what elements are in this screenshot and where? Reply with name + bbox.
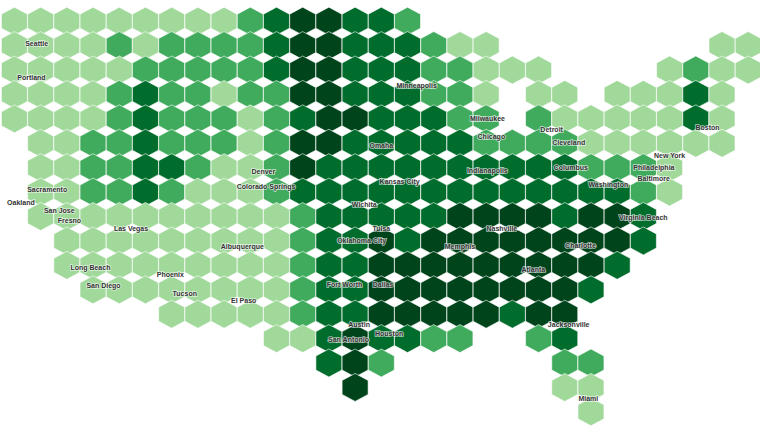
- svg-text:San Diego: San Diego: [86, 282, 120, 290]
- svg-text:Oklahoma City: Oklahoma City: [337, 237, 386, 245]
- svg-text:Detroit: Detroit: [540, 126, 563, 133]
- svg-text:Tulsa: Tulsa: [372, 225, 390, 232]
- svg-text:Baltimore: Baltimore: [638, 175, 670, 182]
- svg-text:Seattle: Seattle: [25, 40, 48, 47]
- svg-text:Portland: Portland: [17, 74, 45, 81]
- svg-text:San Antonio: San Antonio: [328, 336, 369, 343]
- svg-text:Columbus: Columbus: [554, 164, 588, 171]
- svg-text:Austin: Austin: [348, 321, 370, 328]
- svg-text:Long Beach: Long Beach: [70, 264, 110, 272]
- svg-text:San Jose: San Jose: [44, 207, 75, 214]
- svg-text:Denver: Denver: [252, 168, 276, 175]
- svg-text:Milwaukee: Milwaukee: [470, 115, 505, 122]
- svg-text:Washington: Washington: [588, 181, 628, 189]
- svg-text:Wichita: Wichita: [352, 201, 377, 208]
- svg-text:Jacksonville: Jacksonville: [548, 321, 590, 328]
- svg-text:Miami: Miami: [578, 395, 598, 402]
- svg-text:Indianapolis: Indianapolis: [467, 167, 508, 175]
- svg-text:Chicago: Chicago: [478, 133, 506, 141]
- svg-text:Tucson: Tucson: [173, 290, 197, 297]
- svg-text:Houston: Houston: [375, 330, 403, 337]
- svg-text:El Paso: El Paso: [231, 297, 256, 304]
- svg-text:Virginia Beach: Virginia Beach: [619, 214, 668, 222]
- svg-text:New York: New York: [654, 152, 685, 159]
- svg-text:Las Vegas: Las Vegas: [114, 225, 148, 233]
- svg-text:Memphis: Memphis: [445, 243, 475, 251]
- svg-text:Colorado Springs: Colorado Springs: [237, 183, 296, 191]
- svg-text:Albuquerque: Albuquerque: [221, 243, 264, 251]
- svg-text:Boston: Boston: [696, 124, 720, 131]
- svg-text:Atlanta: Atlanta: [521, 266, 545, 273]
- svg-text:Fresno: Fresno: [58, 217, 81, 224]
- svg-text:Nashville: Nashville: [486, 225, 517, 232]
- svg-text:Dallas: Dallas: [373, 281, 394, 288]
- svg-text:Cleveland: Cleveland: [552, 139, 585, 146]
- svg-text:Philadelphia: Philadelphia: [633, 164, 674, 172]
- svg-text:Kansas City: Kansas City: [380, 178, 420, 186]
- svg-text:Omaha: Omaha: [369, 142, 393, 149]
- svg-text:Sacramento: Sacramento: [27, 186, 67, 193]
- svg-text:Fort Worth: Fort Worth: [327, 281, 363, 288]
- svg-text:Charlotte: Charlotte: [565, 242, 596, 249]
- svg-text:Oakland: Oakland: [8, 199, 35, 206]
- svg-text:Phoenix: Phoenix: [157, 271, 184, 278]
- svg-text:Minneapolis: Minneapolis: [396, 82, 437, 90]
